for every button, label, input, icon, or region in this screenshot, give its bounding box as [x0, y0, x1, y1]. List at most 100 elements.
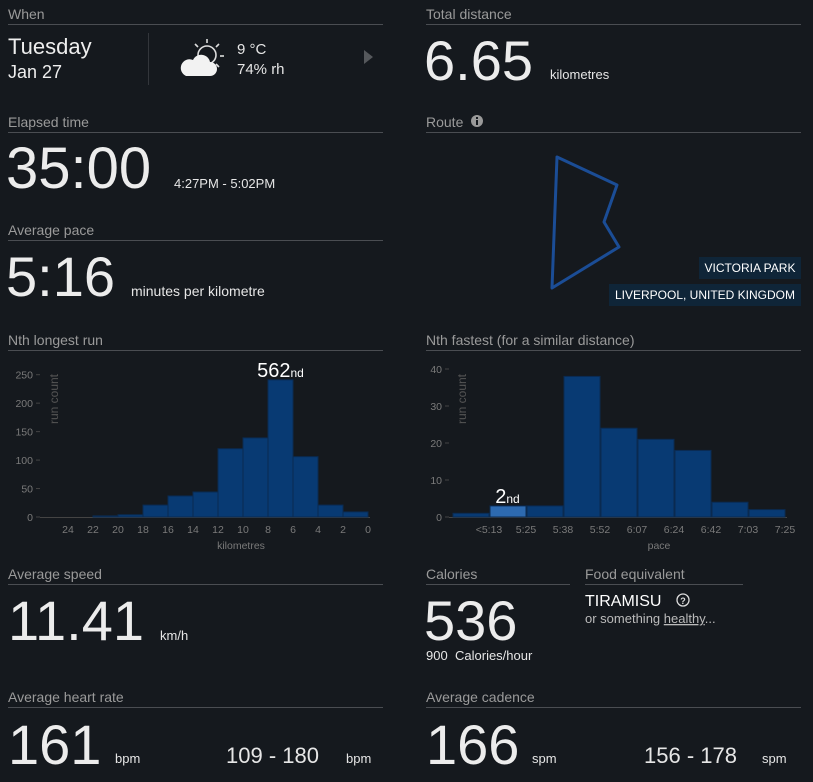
info-icon[interactable] — [471, 115, 483, 127]
city: LIVERPOOL, UNITED KINGDOM — [615, 288, 795, 302]
x-tick-label: 5:52 — [590, 524, 611, 536]
bar — [563, 375, 601, 518]
label: Average speed — [8, 566, 102, 582]
y-tick-label: 30 — [430, 401, 442, 413]
bar — [167, 495, 194, 518]
y-tick-label: 0 — [436, 512, 442, 524]
annotation: 562nd — [257, 360, 304, 382]
y-tick-label: 40 — [430, 364, 442, 376]
label: Average heart rate — [8, 689, 124, 705]
rate: 900 — [426, 648, 448, 663]
place: VICTORIA PARK — [705, 261, 796, 275]
big-value: 6.65 — [424, 29, 533, 92]
big-value: 166 — [426, 713, 519, 776]
text: or something — [585, 611, 660, 626]
range: 109 - 180 — [226, 743, 319, 768]
annotation-value: 2 — [495, 486, 506, 508]
unit: spm — [532, 751, 557, 766]
x-tick-label: 20 — [112, 524, 124, 536]
unit: km/h — [160, 628, 188, 643]
rate-unit: Calories/hour — [455, 648, 533, 663]
unit: minutes per kilometre — [131, 283, 265, 299]
x-tick-label: 18 — [137, 524, 149, 536]
chart-title: Nth fastest (for a similar distance) — [426, 332, 635, 348]
big-value: 11.41 — [8, 589, 144, 652]
range: 156 - 178 — [644, 743, 737, 768]
big-value: 161 — [8, 713, 101, 776]
label: Route — [426, 114, 464, 130]
bar — [711, 501, 749, 518]
bar — [117, 514, 144, 518]
x-tick-label: 7:25 — [775, 524, 796, 536]
x-tick-label: 24 — [62, 524, 74, 536]
bar — [242, 437, 269, 518]
food-note: or something healthy... — [585, 611, 716, 626]
label: When — [8, 6, 45, 22]
chart-title: Nth longest run — [8, 332, 103, 348]
time-range: 4:27PM - 5:02PM — [174, 176, 275, 191]
x-tick-label: 5:25 — [516, 524, 537, 536]
x-tick-label: 6:24 — [664, 524, 685, 536]
label: Calories — [426, 566, 477, 582]
date: Jan 27 — [8, 62, 62, 82]
y-tick-label: 50 — [21, 484, 33, 496]
day: Tuesday — [8, 34, 92, 59]
bar — [142, 504, 169, 518]
next-arrow[interactable] — [364, 50, 373, 64]
food-item: TIRAMISU — [585, 593, 661, 610]
x-tick-label: 4 — [315, 524, 321, 536]
x-axis-label: pace — [648, 540, 671, 552]
x-tick-label: 12 — [212, 524, 224, 536]
bar — [217, 448, 244, 518]
bar — [674, 449, 712, 518]
x-tick-label: 6 — [290, 524, 296, 536]
y-tick-label: 0 — [27, 512, 33, 524]
x-axis-label: kilometres — [217, 540, 265, 552]
label: Average pace — [8, 222, 94, 238]
big-value: 536 — [424, 589, 517, 652]
y-tick-label: 200 — [15, 398, 33, 410]
text: ... — [705, 611, 716, 626]
x-tick-label: 0 — [365, 524, 371, 536]
x-tick-label: 10 — [237, 524, 249, 536]
x-tick-label: 22 — [87, 524, 99, 536]
bar — [292, 456, 319, 518]
bar — [637, 438, 675, 518]
annotation-suffix: nd — [506, 492, 519, 506]
x-tick-label: <5:13 — [476, 524, 503, 536]
unit: bpm — [346, 751, 371, 766]
x-tick-label: 2 — [340, 524, 346, 536]
x-tick-label: 6:07 — [627, 524, 648, 536]
svg-text:?: ? — [680, 596, 686, 606]
x-tick-label: 8 — [265, 524, 271, 536]
y-tick-label: 100 — [15, 455, 33, 467]
unit: kilometres — [550, 67, 610, 82]
humidity: 74% rh — [237, 61, 285, 78]
route-path — [550, 155, 621, 290]
weather-icon — [180, 39, 224, 76]
bar — [489, 505, 527, 518]
big-value: 35:00 — [6, 136, 151, 201]
city-badge — [609, 284, 801, 306]
help-icon[interactable]: ? — [676, 593, 690, 607]
x-tick-label: 16 — [162, 524, 174, 536]
big-value: 5:16 — [6, 245, 115, 308]
bar — [748, 509, 786, 518]
label: Total distance — [426, 6, 512, 22]
annotation: 2nd — [495, 486, 519, 508]
x-tick-label: 14 — [187, 524, 199, 536]
bar — [317, 504, 344, 518]
y-tick-label: 10 — [430, 475, 442, 487]
temperature: 9 °C — [237, 41, 267, 58]
place-badge — [699, 257, 801, 279]
bar — [452, 512, 490, 518]
annotation-value: 562 — [257, 360, 290, 382]
y-tick-label: 150 — [15, 427, 33, 439]
unit: spm — [762, 751, 787, 766]
y-tick-label: 20 — [430, 438, 442, 450]
link[interactable]: healthy — [664, 611, 706, 626]
label: Food equivalent — [585, 566, 685, 582]
unit: bpm — [115, 751, 140, 766]
